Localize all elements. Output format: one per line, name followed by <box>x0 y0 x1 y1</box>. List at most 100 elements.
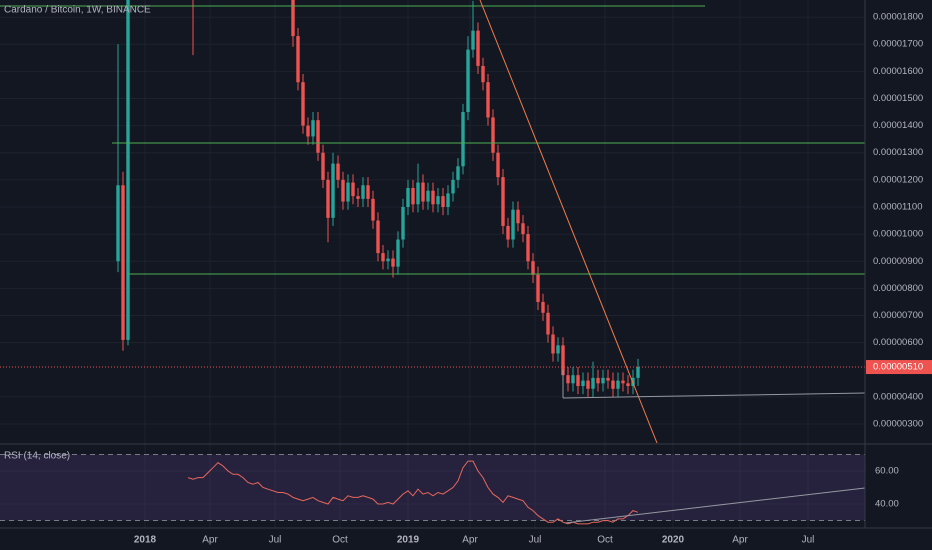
candle-body <box>536 274 540 302</box>
candle-body <box>406 187 410 207</box>
candle-body <box>401 206 405 240</box>
last-price-box <box>866 360 932 375</box>
x-tick-label: Apr <box>202 535 218 546</box>
y-tick-label: 0.00000900 <box>873 256 923 267</box>
candle-body <box>461 112 465 167</box>
candle-body <box>436 196 440 205</box>
rsi-title: RSI (14, close) <box>4 451 70 462</box>
candle-body <box>371 198 375 221</box>
candle-body <box>311 120 315 137</box>
y-tick-label: 0.00001400 <box>873 120 923 131</box>
candle-body <box>361 185 365 199</box>
x-tick-label: Jul <box>269 535 282 546</box>
y-tick-label: 0.00000600 <box>873 337 923 348</box>
x-tick-label: Jul <box>529 535 542 546</box>
candle-body <box>531 261 535 275</box>
candle-body <box>561 345 565 376</box>
candle-body <box>476 30 480 66</box>
candle-body <box>426 190 430 202</box>
candle-body <box>586 380 590 389</box>
candle-body <box>491 117 495 153</box>
candle-body <box>291 0 295 37</box>
rsi-line <box>187 460 639 525</box>
candle-body <box>506 225 510 240</box>
x-tick-label: 2018 <box>134 535 157 546</box>
candle-body <box>376 220 380 254</box>
y-tick-label: 0.00000700 <box>873 310 923 321</box>
x-tick-label: Oct <box>332 535 348 546</box>
candle-body <box>616 380 620 389</box>
x-tick-label: 2019 <box>397 535 420 546</box>
candle-body <box>441 196 445 207</box>
last-price-label: 0.00000510 <box>873 362 923 373</box>
candle-body <box>566 375 570 384</box>
y-tick-label: 40.00 <box>875 499 899 510</box>
candle-body <box>466 49 470 113</box>
y-tick-label: 0.00001100 <box>873 202 923 213</box>
candle-body <box>521 223 525 235</box>
candle-body <box>601 377 605 384</box>
candle-body <box>351 182 355 197</box>
candle-body <box>446 193 450 207</box>
candle-body <box>121 185 125 340</box>
candle-body <box>421 182 425 202</box>
y-tick-label: 0.00000400 <box>873 391 923 402</box>
chart-title: Cardano / Bitcoin, 1W, BINANCE <box>4 5 151 16</box>
candle-body <box>306 125 310 137</box>
candle-body <box>551 334 555 354</box>
candle-body <box>301 82 305 126</box>
candle-body <box>396 239 400 267</box>
candle-body <box>591 377 595 389</box>
candle-body <box>471 30 475 50</box>
y-tick-label: 0.00000800 <box>873 283 923 294</box>
candle-body <box>501 177 505 226</box>
candle-body <box>636 367 640 378</box>
candle-body <box>626 383 630 387</box>
axes: 0.00001800 0.00001700 0.00001600 0.00001500… <box>134 12 932 546</box>
candle-body <box>571 375 575 384</box>
candle-body <box>516 209 520 224</box>
trend-line <box>562 392 865 399</box>
y-tick-label: 0.00001700 <box>873 39 923 50</box>
y-tick-label: 60.00 <box>875 465 899 476</box>
candle-body <box>381 253 385 262</box>
candle-body <box>541 301 545 313</box>
candle-body <box>611 380 615 389</box>
drawings <box>0 0 865 443</box>
candle-body <box>331 163 335 218</box>
candle-body <box>511 209 515 240</box>
candle-body <box>341 179 345 202</box>
candle-body <box>451 179 455 194</box>
y-tick-label: 0.00001200 <box>873 174 923 185</box>
candle-body <box>316 120 320 153</box>
candle-body <box>621 380 625 384</box>
y-tick-label: 0.00000300 <box>873 419 923 430</box>
grid <box>0 0 865 528</box>
y-tick-label: 0.00001600 <box>873 66 923 77</box>
rsi-band <box>0 454 865 521</box>
candle-body <box>416 182 420 205</box>
x-tick-label: Apr <box>732 535 748 546</box>
x-tick-label: Apr <box>462 535 478 546</box>
y-tick-label: 0.00001800 <box>873 12 923 23</box>
candle-body <box>356 196 360 199</box>
candle-body <box>546 312 550 335</box>
candle-body <box>126 0 130 340</box>
candle-body <box>596 377 600 384</box>
x-tick-label: 2020 <box>662 535 685 546</box>
candle-body <box>481 65 485 83</box>
trend-line <box>564 487 865 524</box>
candle-body <box>386 258 390 262</box>
candle-body <box>606 377 610 381</box>
candle-body <box>411 187 415 205</box>
x-tick-label: Jul <box>802 535 815 546</box>
candle-body <box>526 234 530 262</box>
candle-body <box>346 182 350 202</box>
price-pane <box>0 0 865 397</box>
y-tick-label: 0.00001300 <box>873 147 923 158</box>
candle-body <box>116 185 120 262</box>
rsi-drawings <box>564 487 865 524</box>
